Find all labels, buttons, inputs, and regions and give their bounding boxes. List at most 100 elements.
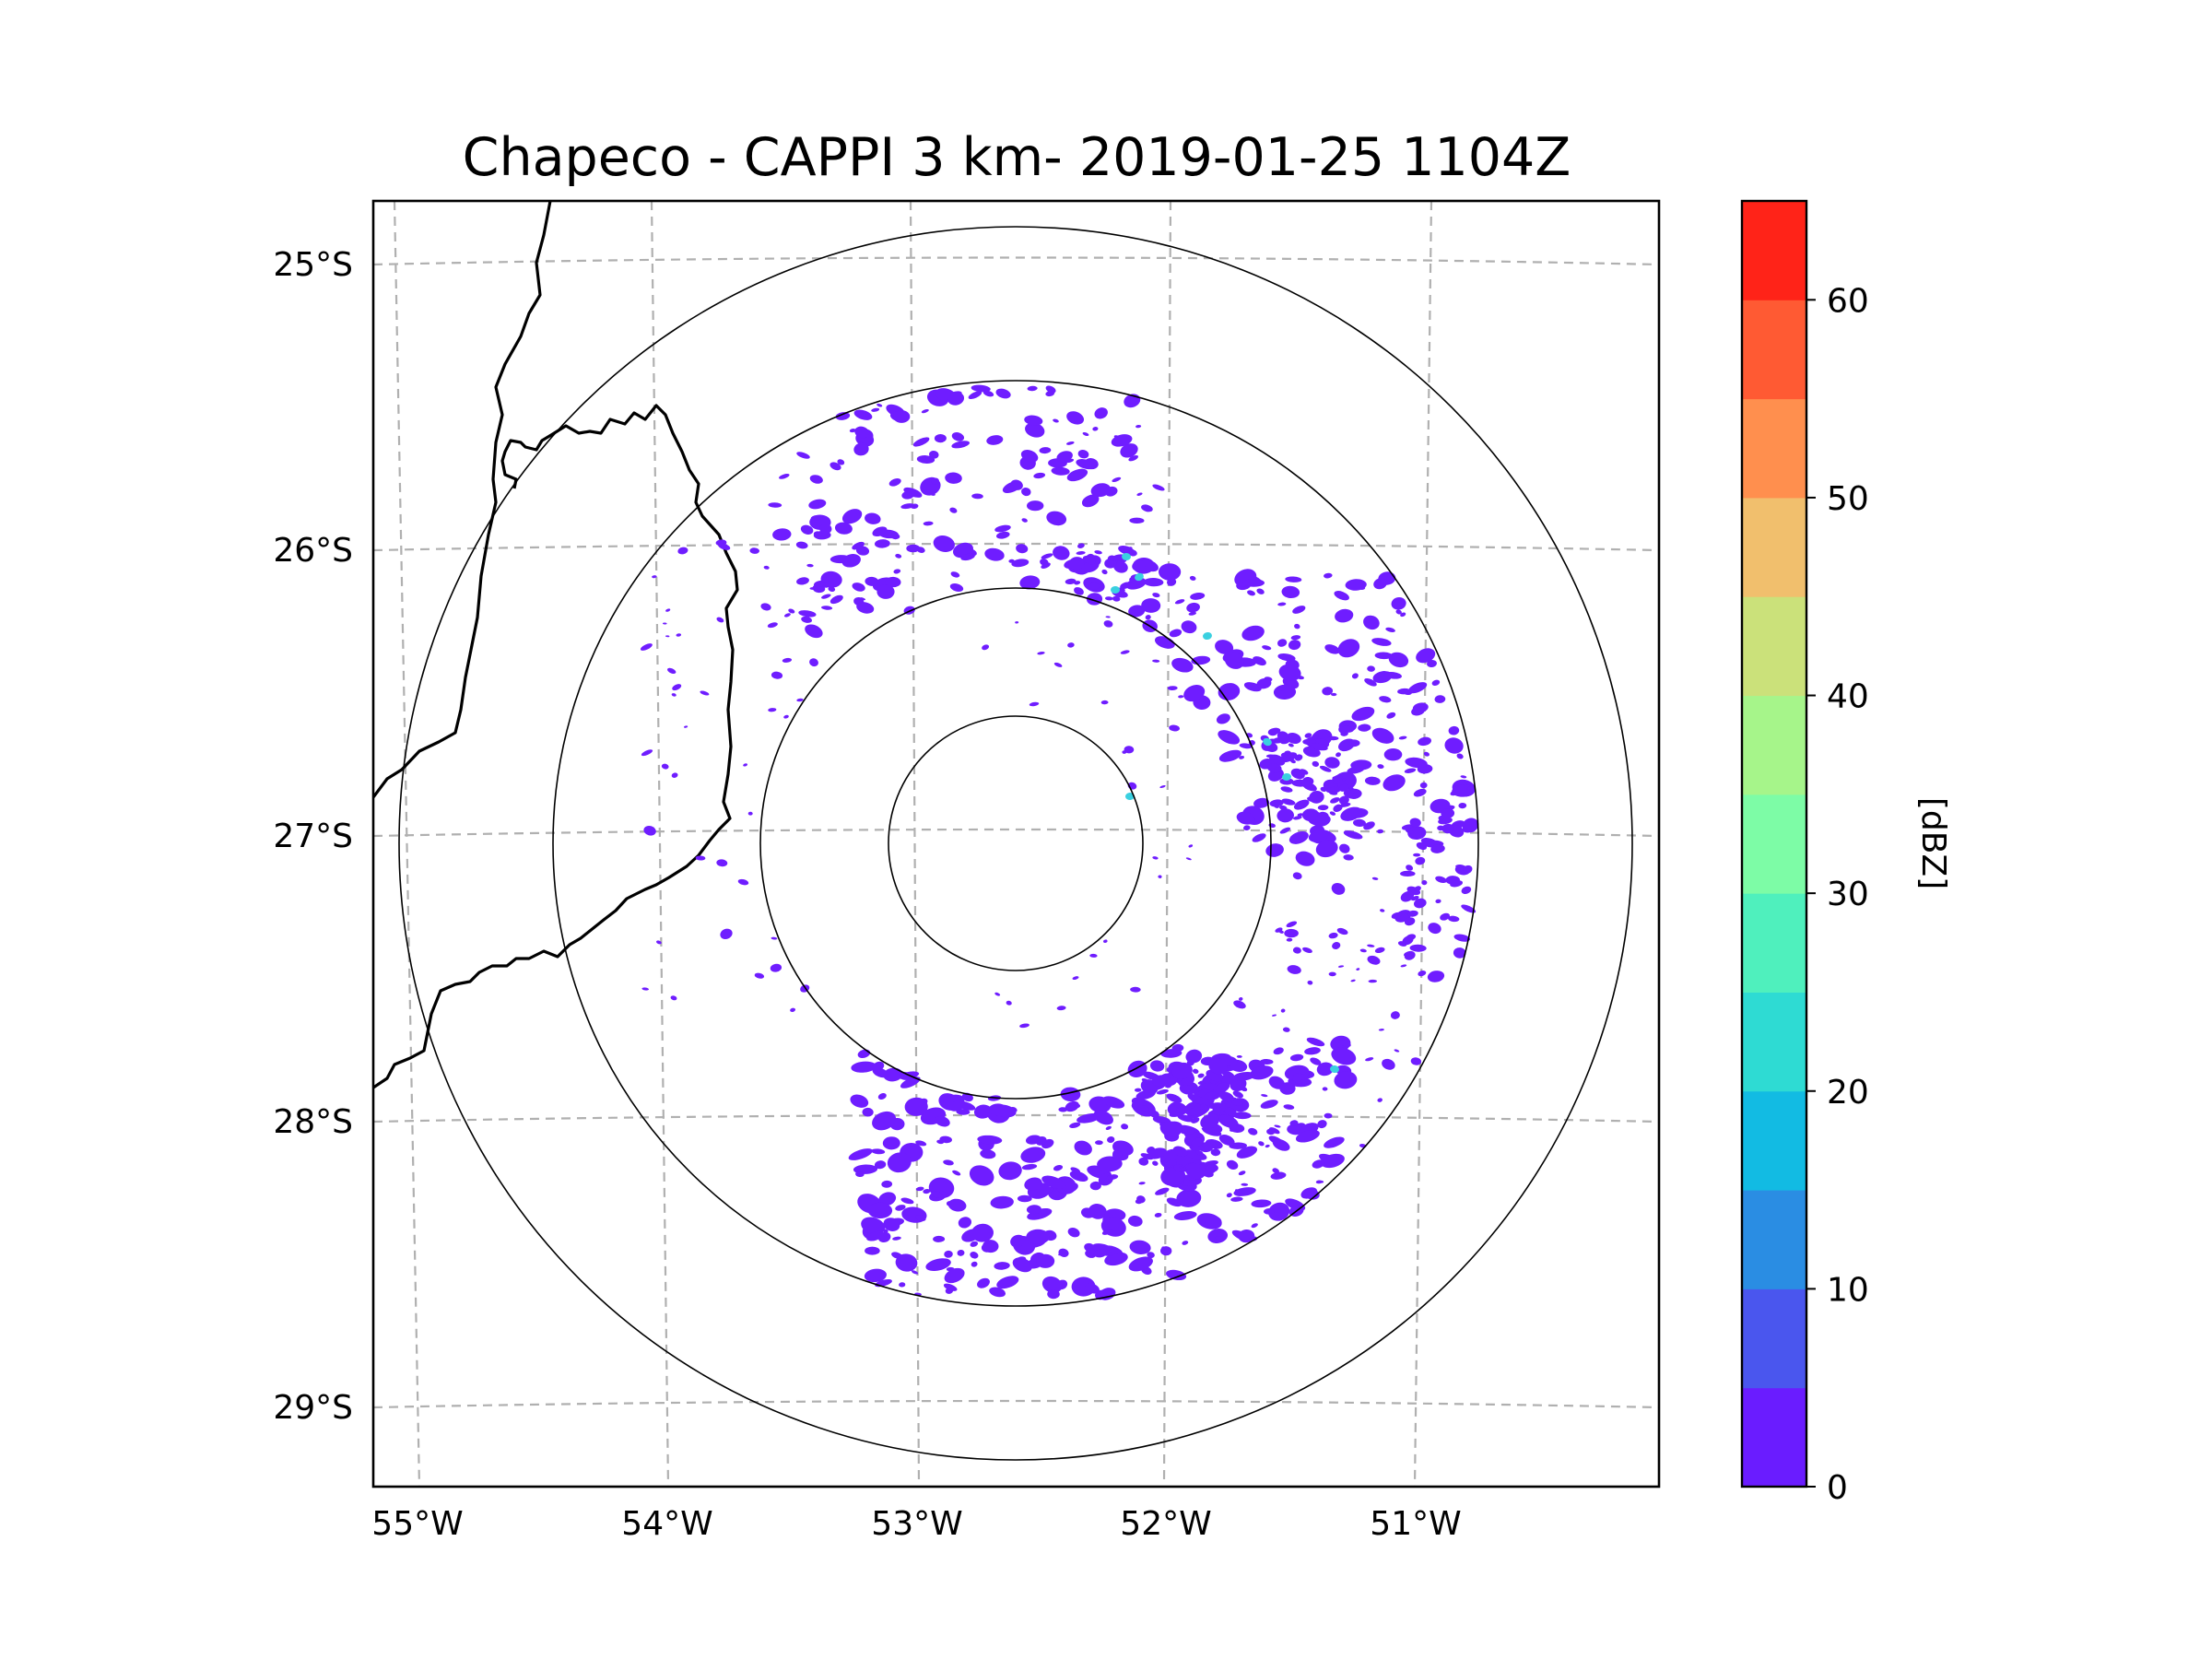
echo-cell xyxy=(1243,825,1251,831)
echo-cell xyxy=(1149,1060,1165,1072)
echo-cell xyxy=(1304,1047,1321,1055)
echo-cell xyxy=(1281,798,1296,806)
echo-cell xyxy=(1339,802,1351,807)
lat-label-25s: 25°S xyxy=(273,246,353,284)
echo-cell xyxy=(872,1111,897,1131)
echo-cell xyxy=(1340,730,1348,736)
echo-cell xyxy=(1394,1049,1400,1053)
echo-cell xyxy=(904,1097,928,1116)
echo-cell xyxy=(1213,1082,1230,1094)
echo-cell xyxy=(1156,1088,1169,1095)
echo-cell xyxy=(1406,865,1414,871)
echo-cell xyxy=(1264,1207,1275,1215)
echo-cell xyxy=(1129,1240,1151,1254)
echo-cell xyxy=(830,555,851,564)
echo-cell xyxy=(853,442,869,456)
map-frame xyxy=(371,199,1661,1488)
echo-cell xyxy=(1319,765,1332,772)
echo-cell xyxy=(1272,1014,1277,1017)
echo-cell xyxy=(944,1250,953,1258)
echo-cell xyxy=(1351,706,1375,722)
echo-cell xyxy=(933,535,955,553)
echo-cell xyxy=(1273,684,1297,700)
echo-cell xyxy=(1343,789,1354,797)
echo-cell xyxy=(809,658,818,667)
echo-cell xyxy=(1427,659,1437,668)
echo-cell xyxy=(1329,811,1336,816)
echo-cell xyxy=(1035,1135,1047,1146)
echo-cell xyxy=(1036,1253,1055,1268)
echo-cell xyxy=(1398,735,1407,740)
echo-cell xyxy=(903,487,923,498)
echo-cell xyxy=(1152,659,1160,663)
echo-cell xyxy=(652,575,657,579)
echo-cell xyxy=(865,576,879,586)
parallel-28s xyxy=(373,1113,1659,1124)
echo-cell xyxy=(716,859,728,867)
echo-cell xyxy=(1186,602,1200,613)
echo-cell xyxy=(1260,1058,1274,1065)
colorbar-segment xyxy=(1742,300,1806,400)
echo-cell xyxy=(1101,1096,1125,1109)
echo-cell xyxy=(805,624,823,639)
echo-cell xyxy=(1082,431,1089,437)
echo-cell xyxy=(1324,572,1333,579)
echo-cell xyxy=(1021,518,1028,523)
echo-cell xyxy=(1130,986,1141,993)
echo-cell xyxy=(1416,648,1436,664)
echo-cell xyxy=(1322,1087,1328,1091)
latitude-labels: 25°S 26°S 27°S 28°S 29°S xyxy=(273,246,353,1427)
echo-cell xyxy=(956,1109,971,1115)
echo-cell xyxy=(1197,1073,1205,1078)
echo-cell xyxy=(998,1161,1022,1181)
echo-cell xyxy=(1418,971,1427,977)
echo-cell xyxy=(968,391,982,400)
echo-cell xyxy=(1067,1228,1080,1238)
echo-cell xyxy=(1280,786,1293,793)
echo-cell xyxy=(1068,557,1085,571)
meridian-52w xyxy=(1162,201,1172,1487)
echo-cell xyxy=(883,1218,900,1231)
echo-cell xyxy=(1019,1023,1030,1029)
echo-cell xyxy=(1250,1065,1274,1080)
echo-cell xyxy=(1277,808,1294,823)
echo-cell xyxy=(1321,1153,1345,1169)
echo-cell xyxy=(1092,427,1099,431)
echo-cell xyxy=(856,602,875,614)
echo-cell xyxy=(923,1189,931,1194)
echo-cell xyxy=(1386,712,1396,719)
echo-cell xyxy=(1296,676,1304,680)
echo-cell xyxy=(798,610,817,618)
echo-cell xyxy=(1241,625,1265,641)
echo-cell xyxy=(1081,494,1100,508)
echo-cell xyxy=(1208,1058,1228,1075)
echo-cell xyxy=(1400,612,1406,618)
echo-cell xyxy=(996,531,1010,539)
echo-cell xyxy=(795,541,808,549)
echo-cell xyxy=(1107,1135,1115,1144)
echo-cell xyxy=(760,603,771,611)
echo-cell xyxy=(1400,870,1416,877)
echo-cell xyxy=(1198,1142,1214,1153)
echo-cell xyxy=(1404,768,1417,773)
lon-label-53w: 53°W xyxy=(871,1505,962,1543)
echo-cell xyxy=(1074,1103,1081,1109)
echo-cell xyxy=(1238,1230,1251,1241)
echo-cell xyxy=(1337,1040,1351,1047)
echo-cell xyxy=(996,1276,1019,1289)
echo-cell xyxy=(1045,390,1055,397)
echo-cell xyxy=(1382,774,1406,792)
echo-cell xyxy=(810,514,823,521)
echo-cell xyxy=(1251,1199,1272,1208)
echo-cell xyxy=(864,1268,887,1283)
echo-cell xyxy=(667,667,677,675)
echo-cell xyxy=(848,1148,873,1160)
echo-cell xyxy=(1105,1245,1123,1255)
echo-cell xyxy=(891,1252,903,1259)
echo-cell xyxy=(951,432,965,441)
echo-cell xyxy=(1207,1229,1229,1243)
echo-cell xyxy=(1008,485,1015,488)
echo-cell xyxy=(1239,743,1253,749)
echo-cell xyxy=(1200,1103,1208,1111)
echo-cell xyxy=(1359,948,1367,953)
